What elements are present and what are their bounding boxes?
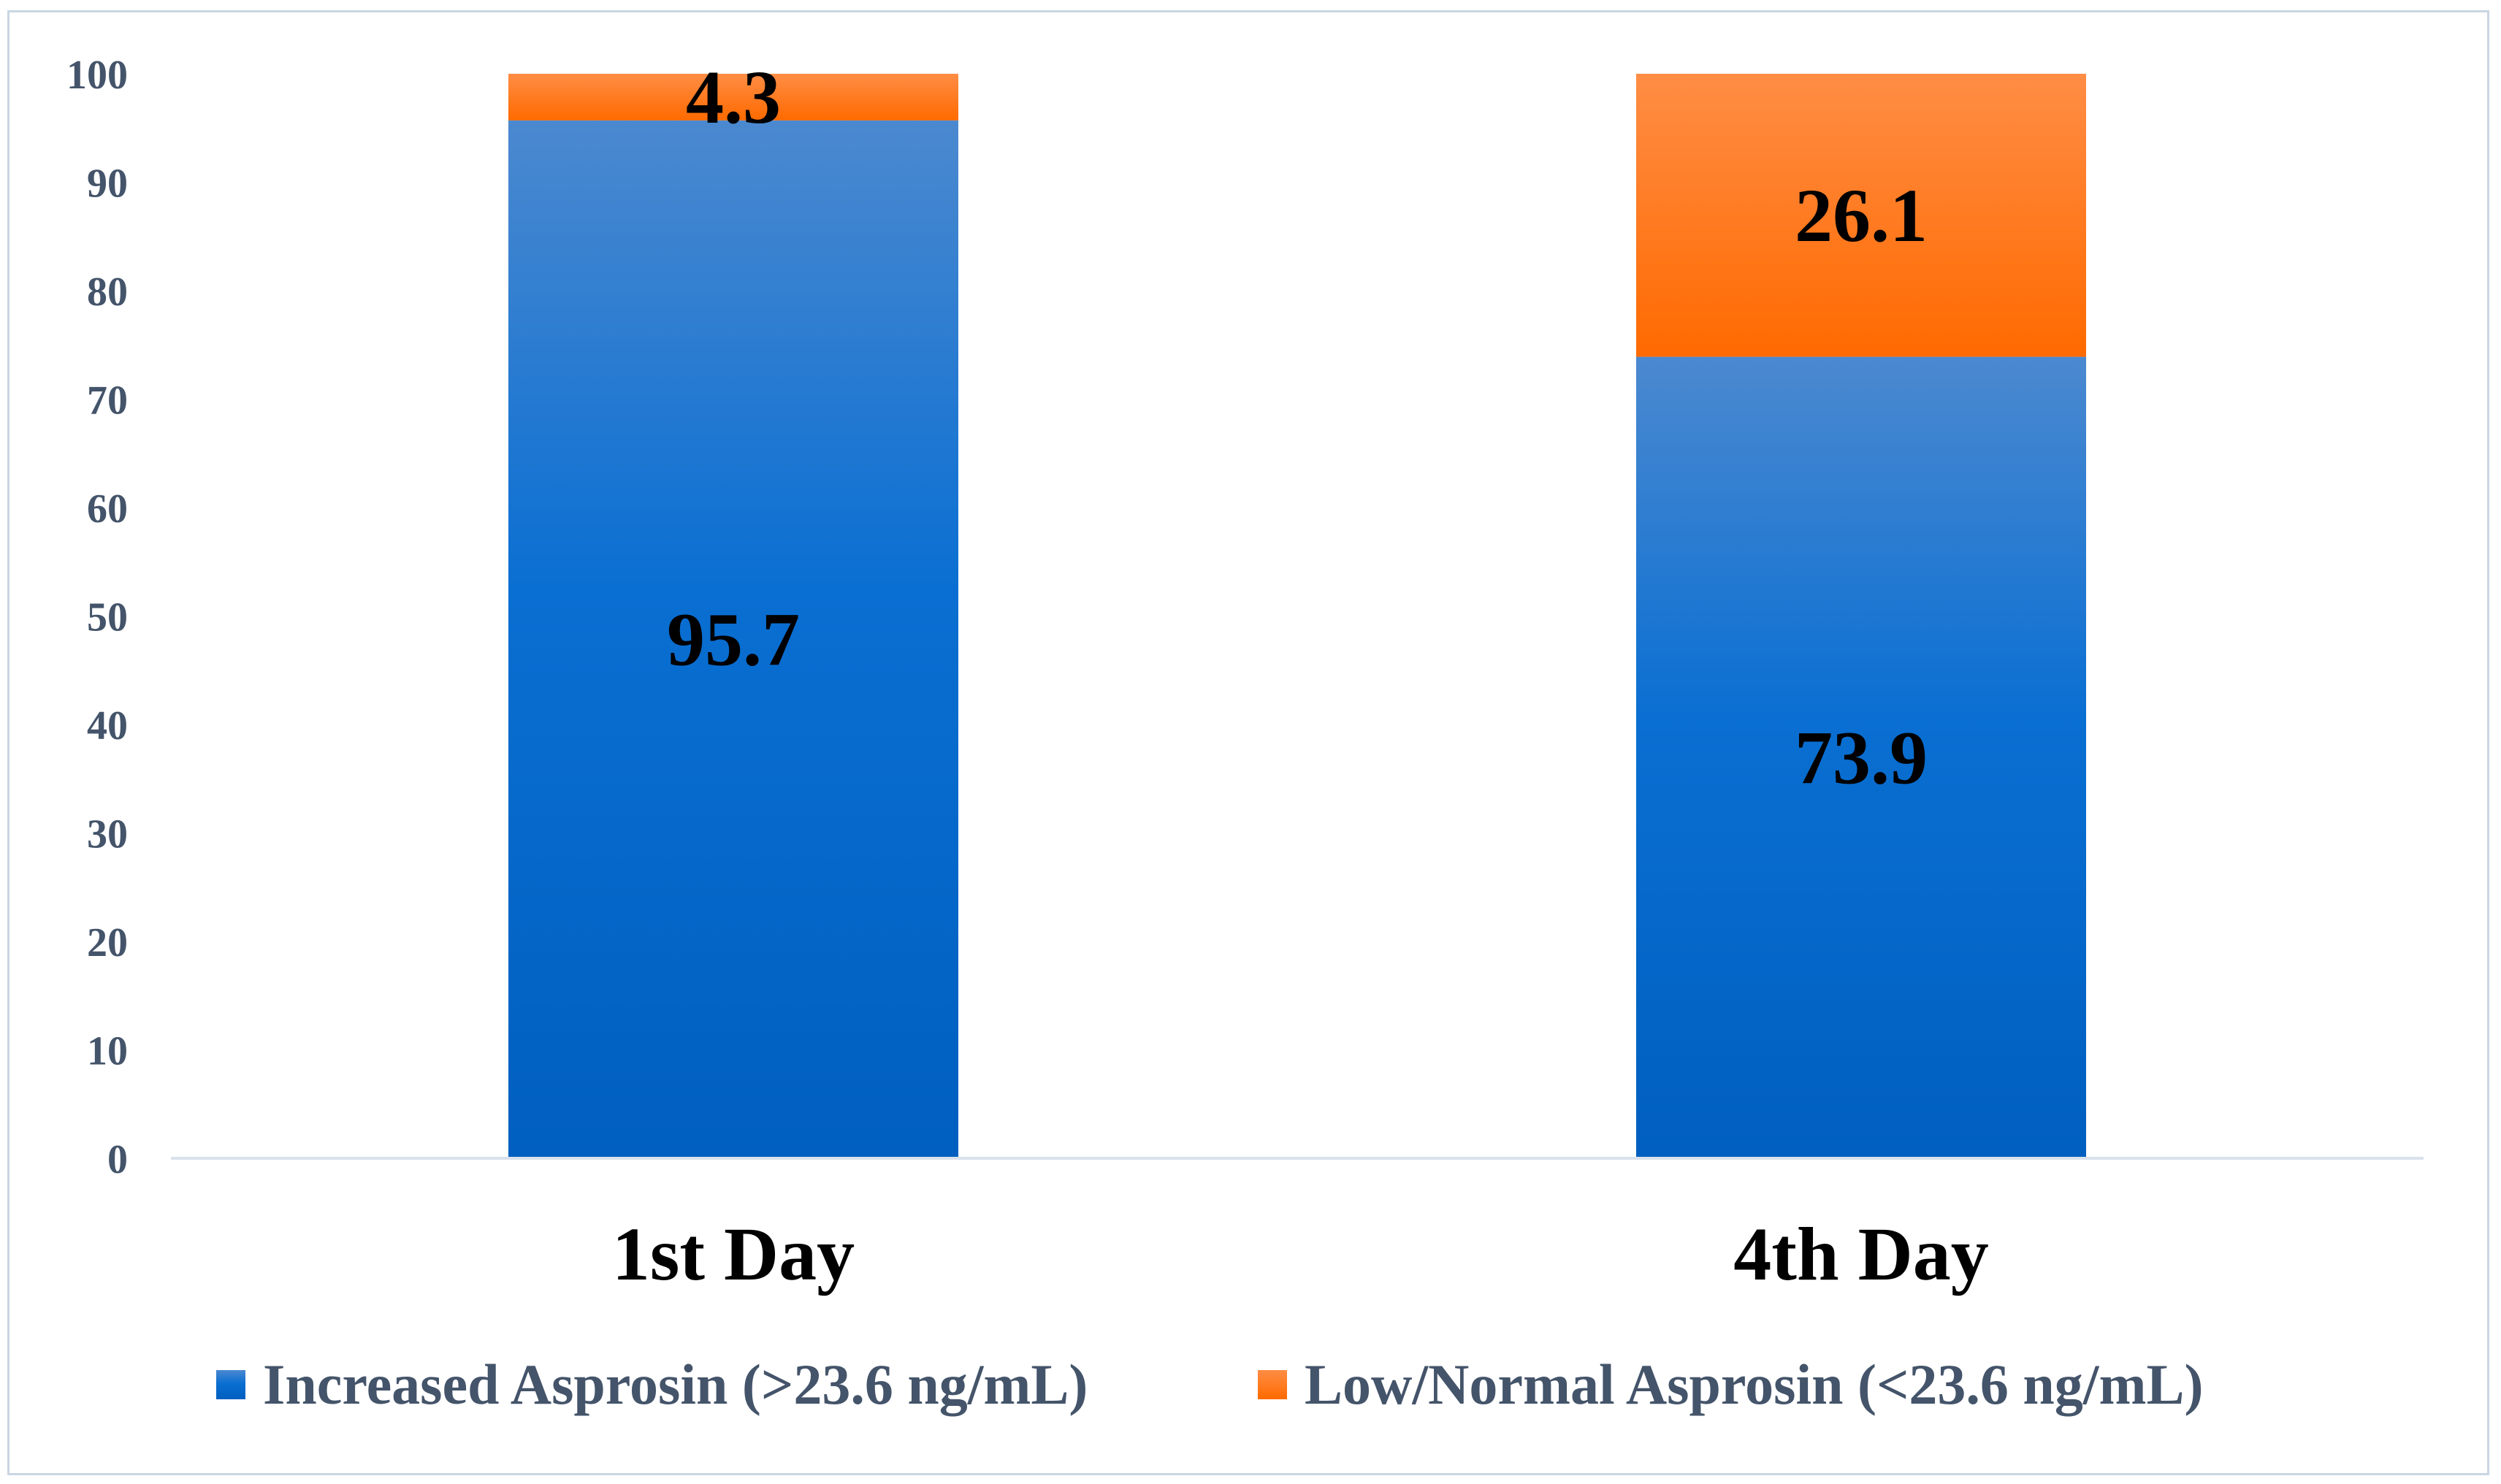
bars: [508, 74, 2086, 1159]
data-label: 73.9: [1795, 716, 1928, 800]
y-tick-label: 70: [87, 378, 128, 424]
data-label: 95.7: [667, 597, 800, 681]
legend-label: Low/Normal Asprosin (<23.6 ng/mL): [1305, 1353, 2203, 1416]
legend-swatch: [216, 1370, 245, 1399]
y-tick-label: 20: [87, 920, 128, 965]
data-label: 4.3: [686, 56, 781, 139]
y-tick-label: 80: [87, 269, 128, 315]
bar-segment: [1636, 356, 2086, 1159]
x-axis: 1st Day 4th Day: [612, 1212, 1989, 1296]
data-labels: 95.7 4.3 73.9 26.1: [667, 56, 1928, 800]
x-tick-label: 1st Day: [612, 1212, 855, 1296]
y-tick-label: 30: [87, 812, 128, 857]
bar-segment: [508, 74, 958, 121]
bar-segment: [508, 120, 958, 1159]
y-tick-label: 40: [87, 703, 128, 749]
y-tick-label: 60: [87, 486, 128, 532]
legend-label: Increased Asprosin (>23.6 ng/mL): [263, 1353, 1088, 1416]
y-tick-label: 100: [66, 53, 128, 98]
legend-swatch: [1258, 1370, 1287, 1399]
y-tick-label: 10: [87, 1029, 128, 1074]
y-axis: 0 10 20 30 40 50 60 70 80 90 100: [66, 53, 128, 1182]
y-tick-label: 90: [87, 161, 128, 207]
bar-segment: [1636, 74, 2086, 357]
x-tick-label: 4th Day: [1733, 1212, 1989, 1296]
y-tick-label: 50: [87, 595, 128, 640]
data-label: 26.1: [1795, 174, 1928, 258]
legend: Increased Asprosin (>23.6 ng/mL) Low/Norm…: [216, 1353, 2203, 1416]
y-tick-label: 0: [107, 1137, 128, 1182]
